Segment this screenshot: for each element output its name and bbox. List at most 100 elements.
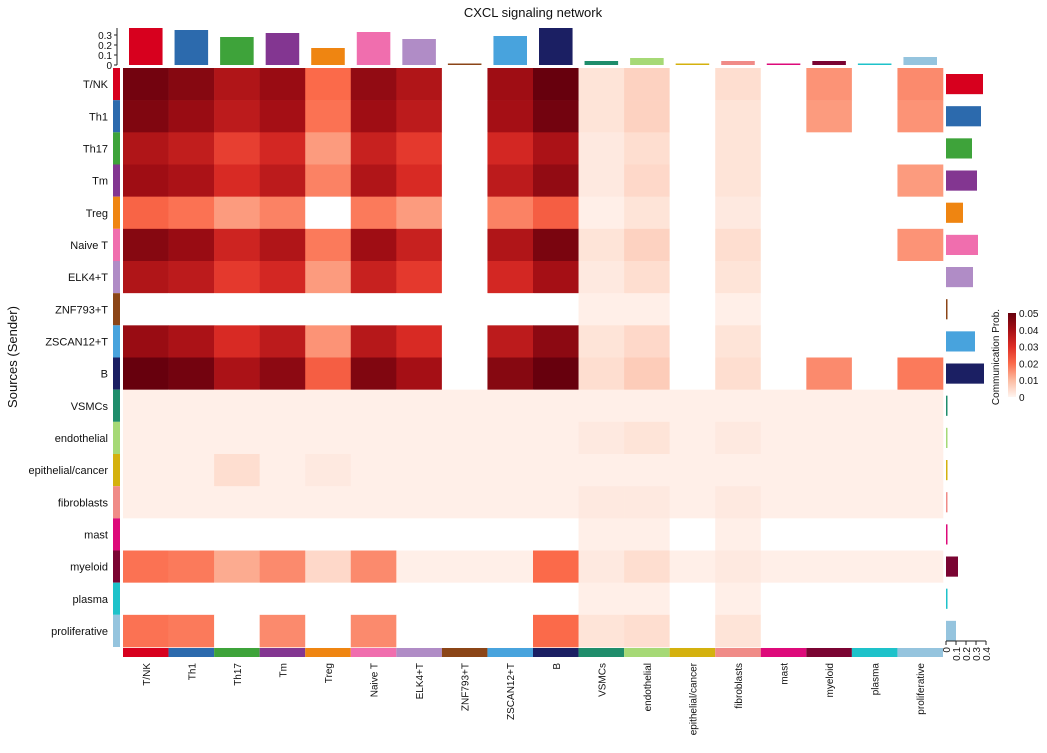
heatmap-cell: [760, 100, 807, 133]
heatmap-cell: [806, 518, 853, 551]
heatmap-cell: [487, 196, 534, 230]
row-total-bar: [946, 588, 948, 609]
column-total-bar: [447, 63, 482, 65]
heatmap-cell: [396, 486, 443, 519]
heatmap-cell: [123, 357, 169, 390]
column-group-color: [578, 648, 625, 657]
heatmap-cell: [624, 68, 670, 101]
heatmap-cell: [168, 164, 215, 197]
heatmap-cell: [669, 100, 716, 133]
row-label: mast: [84, 529, 108, 541]
row-group-color: [113, 518, 120, 551]
heatmap-cell: [533, 196, 579, 230]
heatmap-cell: [487, 325, 534, 358]
heatmap-cell: [305, 550, 352, 583]
heatmap-cell: [760, 550, 807, 583]
heatmap-cell: [350, 68, 397, 101]
heatmap-cell: [350, 196, 397, 230]
column-group-color: [123, 648, 169, 657]
row-label: myeloid: [70, 562, 108, 574]
row-total-bar: [946, 106, 981, 127]
heatmap-cell: [259, 132, 306, 165]
heatmap-cell: [305, 261, 352, 294]
heatmap-cell: [897, 421, 944, 455]
heatmap-cell: [259, 293, 306, 326]
heatmap-cell: [214, 325, 260, 358]
heatmap-cell: [578, 132, 625, 165]
heatmap-cell: [715, 550, 762, 583]
row-label: plasma: [73, 594, 109, 606]
heatmap-cell: [760, 486, 807, 519]
heatmap-cell: [487, 454, 534, 487]
row-total-bar: [946, 492, 948, 513]
heatmap-cell: [806, 325, 853, 358]
heatmap-cell: [214, 68, 260, 101]
chart-title: CXCL signaling network: [464, 5, 603, 20]
heatmap-cell: [806, 389, 853, 423]
heatmap-cell: [669, 196, 716, 230]
heatmap-cell: [168, 357, 215, 390]
row-total-bar: [946, 620, 956, 641]
row-group-color: [113, 132, 120, 165]
heatmap-cell: [123, 454, 169, 487]
right-bar-tick-label: 0.1: [952, 647, 963, 661]
top-bar-tick-label: 0.1: [98, 51, 112, 62]
column-group-color: [396, 648, 442, 657]
heatmap-cell: [168, 228, 215, 262]
heatmap-cell: [214, 196, 260, 230]
legend-colorbar: [1008, 313, 1016, 397]
column-group-color: [715, 648, 761, 657]
column-total-bar: [356, 32, 391, 65]
heatmap-cell: [715, 389, 762, 423]
heatmap-cell: [806, 196, 853, 230]
row-group-color: [113, 261, 120, 294]
column-group-color: [533, 648, 579, 657]
heatmap-cell: [123, 100, 169, 133]
row-total-bar: [946, 202, 963, 223]
row-label: Tm: [92, 176, 108, 188]
heatmap-cell: [669, 132, 716, 165]
heatmap-cell: [305, 389, 352, 423]
heatmap-cell: [897, 132, 944, 165]
heatmap-cell: [715, 518, 762, 551]
heatmap-cell: [487, 68, 534, 101]
row-label: Treg: [86, 208, 108, 220]
heatmap-cell: [851, 293, 898, 326]
row-group-color: [113, 582, 120, 615]
column-total-bar: [584, 61, 619, 65]
heatmap-cell: [123, 582, 169, 616]
heatmap-cell: [806, 550, 853, 583]
heatmap-cell: [487, 164, 534, 197]
heatmap-cell: [168, 325, 215, 358]
column-label: Th1: [187, 663, 198, 681]
heatmap-cell: [305, 357, 352, 390]
heatmap-cell: [168, 261, 215, 294]
heatmap-cell: [350, 582, 397, 616]
column-total-bar: [539, 28, 573, 65]
heatmap-cell: [441, 261, 488, 294]
heatmap-cell: [168, 132, 215, 165]
heatmap-cell: [533, 421, 579, 455]
heatmap-cell: [533, 454, 579, 487]
row-label: Naive T: [70, 240, 108, 252]
column-group-color: [305, 648, 351, 657]
heatmap-cell: [760, 389, 807, 423]
heatmap-cell: [578, 228, 625, 262]
heatmap-cell: [487, 518, 534, 551]
legend-tick-label: 0.02: [1019, 359, 1039, 370]
heatmap-cell: [487, 550, 534, 583]
heatmap-cell: [168, 550, 215, 583]
heatmap-cell: [533, 132, 579, 165]
row-label: ZSCAN12+T: [45, 336, 108, 348]
heatmap-cell: [305, 196, 352, 230]
heatmap-cell: [123, 196, 169, 230]
heatmap-cell: [851, 454, 898, 487]
heatmap-cell: [578, 582, 625, 616]
heatmap-cell: [396, 325, 443, 358]
heatmap-cell: [624, 486, 670, 519]
column-group-color: [806, 648, 852, 657]
heatmap-cell: [578, 261, 625, 294]
heatmap-cell: [897, 228, 944, 262]
heatmap-cell: [806, 421, 853, 455]
heatmap-cell: [259, 68, 306, 101]
